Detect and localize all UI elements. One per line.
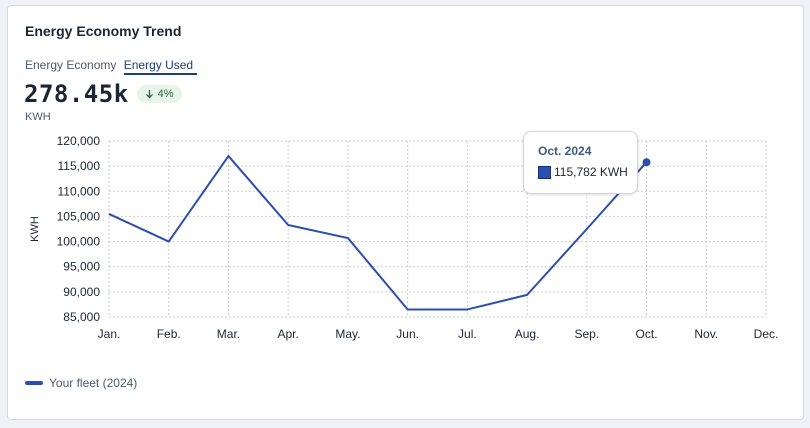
y-tick-label: 85,000 [63,310,100,324]
highlight-point [642,158,651,167]
y-tick-label: 105,000 [57,209,101,223]
x-tick-label: Apr. [278,327,299,341]
x-tick-label: Jul. [458,327,477,341]
y-tick-label: 110,000 [58,184,101,198]
series-line [108,155,648,311]
y-axis-label: KWH [29,216,41,242]
x-tick-label: Oct. [636,327,658,341]
metric-tabs: Energy Economy Energy Used [25,58,201,75]
tooltip-title: Oct. 2024 [538,144,592,158]
y-tick-label: 115,000 [58,159,101,173]
energy-trend-card: Energy Economy Trend Energy Economy Ener… [7,5,804,420]
chart-tooltip: Oct. 2024 115,782 KWH [523,131,638,194]
x-tick-label: May. [335,327,360,341]
x-tick-label: Jan. [98,327,121,341]
x-tick-label: Jun. [396,327,419,341]
tab-energy-economy[interactable]: Energy Economy [25,58,117,72]
kpi-value: 278.45k [24,80,129,108]
chart-legend[interactable]: Your fleet (2024) [25,376,137,390]
kpi-row: 278.45k 4% [24,80,182,108]
x-tick-label: Feb. [157,327,181,341]
x-tick-label: Mar. [217,327,240,341]
x-tick-label: Aug. [515,327,540,341]
delta-value: 4% [157,88,174,100]
x-tick-label: Nov. [694,327,718,341]
arrow-down-icon [145,90,153,99]
tooltip-swatch [538,165,551,179]
y-tick-label: 90,000 [63,285,100,299]
tab-energy-used[interactable]: Energy Used [123,58,198,75]
y-tick-label: 95,000 [63,260,100,274]
x-tick-label: Dec. [754,327,779,341]
legend-label: Your fleet (2024) [49,376,138,390]
delta-badge: 4% [136,85,182,103]
y-tick-label: 120,000 [57,134,101,148]
y-tick-label: 100,000 [57,235,101,249]
x-tick-label: Sep. [574,327,599,341]
tooltip-row: 115,782 KWH [538,165,637,179]
kpi-unit: KWH [25,111,51,123]
tooltip-value: 115,782 KWH [554,165,628,179]
card-title: Energy Economy Trend [25,23,182,39]
legend-swatch [25,381,43,385]
